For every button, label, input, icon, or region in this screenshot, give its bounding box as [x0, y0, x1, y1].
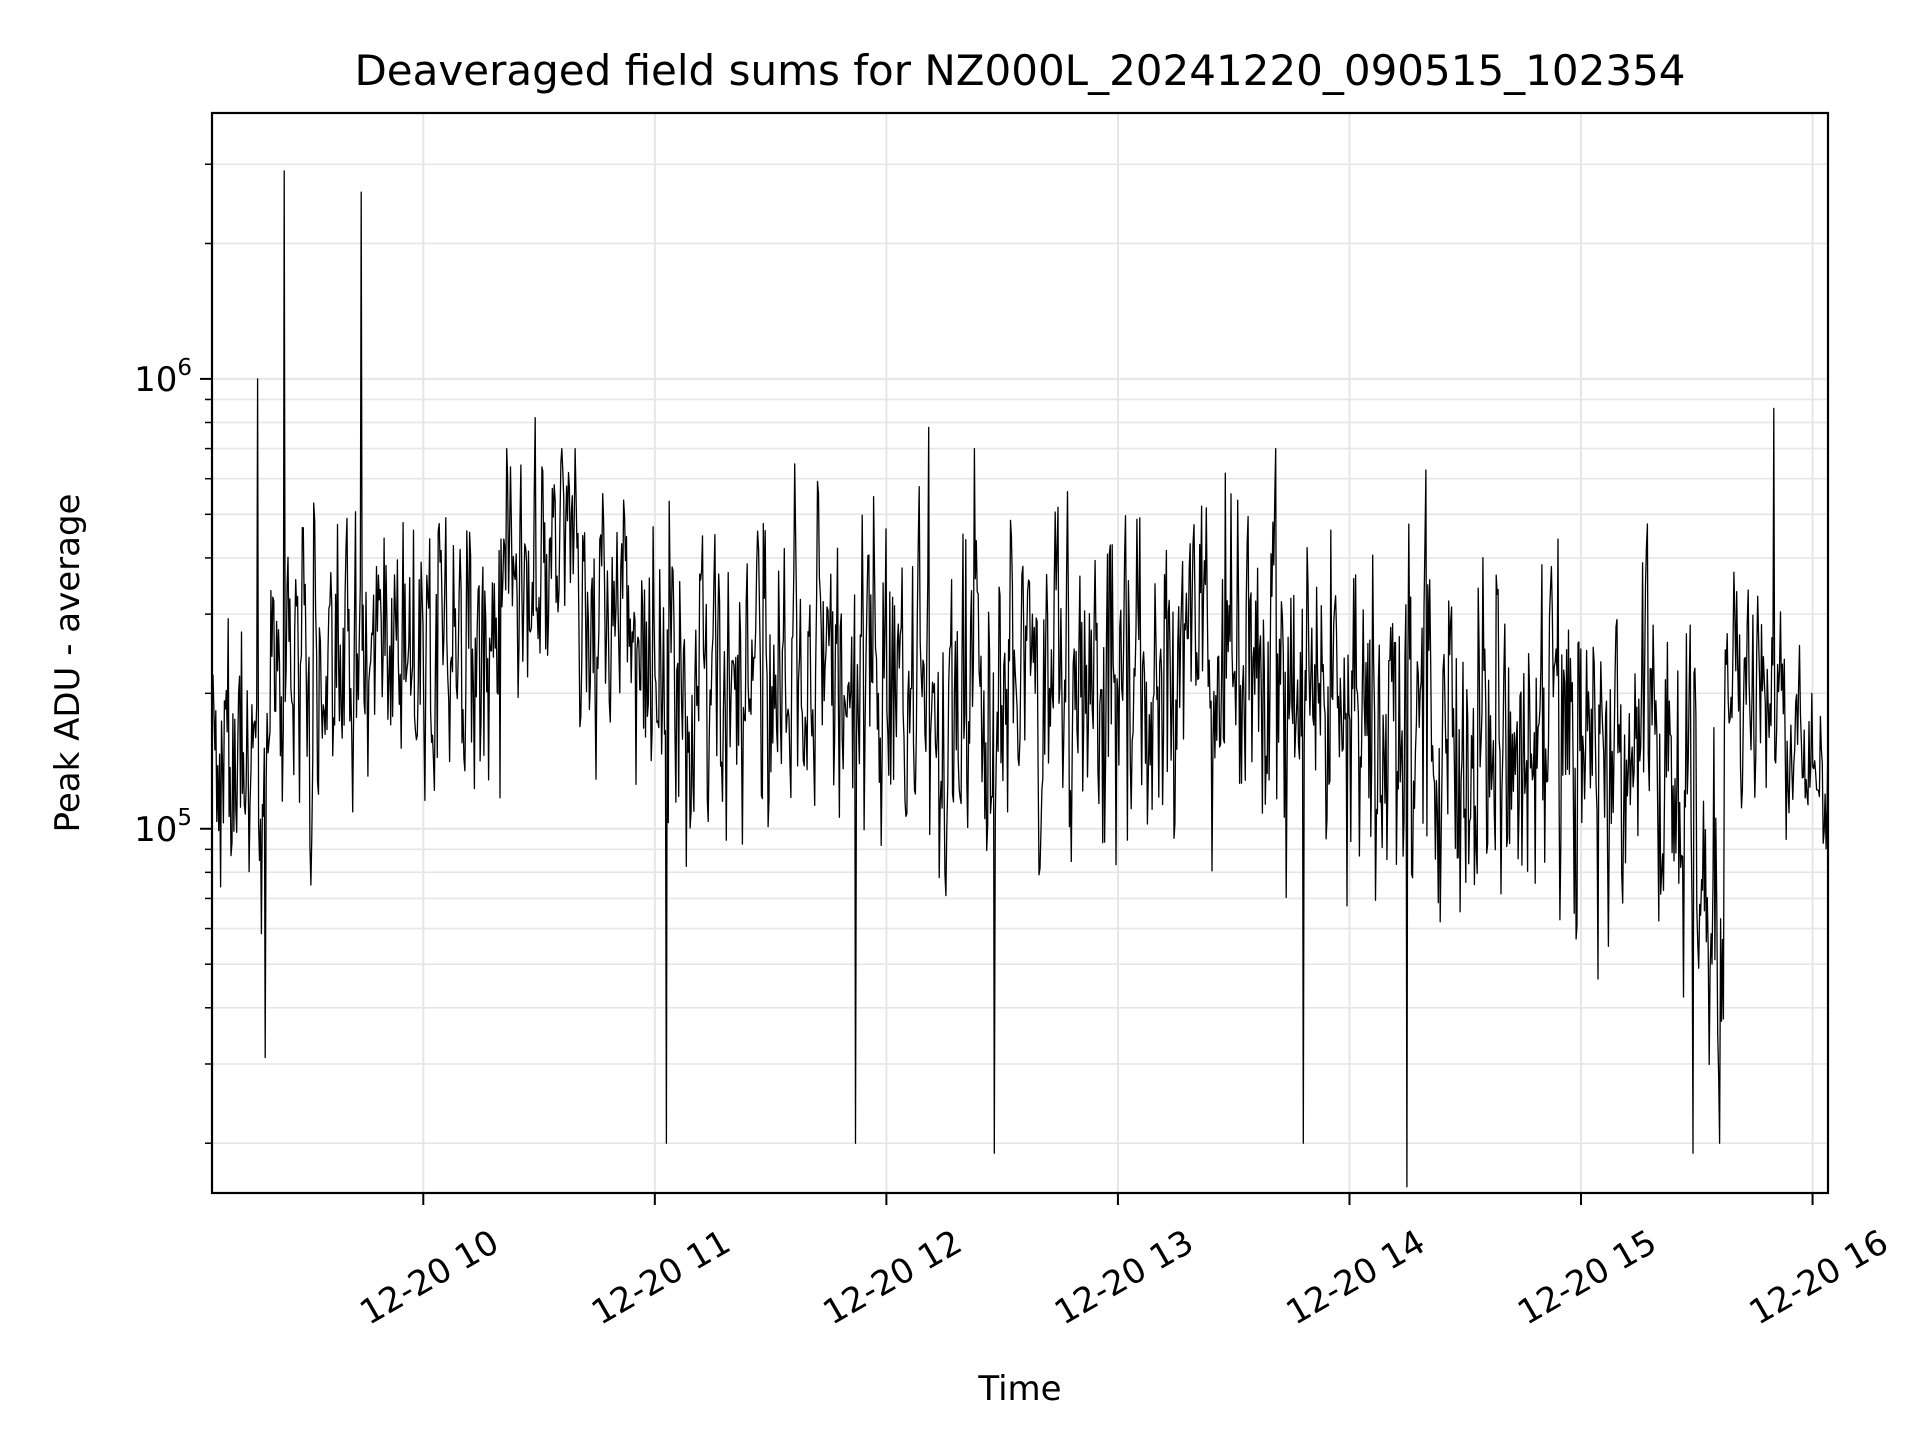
series-line [211, 170, 1829, 1188]
y-tick-label: 105 [134, 805, 192, 850]
chart-title: Deaveraged field sums for NZ000L_2024122… [354, 46, 1685, 95]
grid [212, 113, 1828, 1193]
y-axis-label: Peak ADU - average [48, 494, 88, 833]
x-axis-label: Time [977, 1369, 1061, 1409]
y-axis: 105 106 [134, 163, 212, 1144]
plot-frame [210, 111, 1830, 1195]
series [211, 170, 1829, 1188]
y-tick-label: 106 [134, 355, 192, 400]
